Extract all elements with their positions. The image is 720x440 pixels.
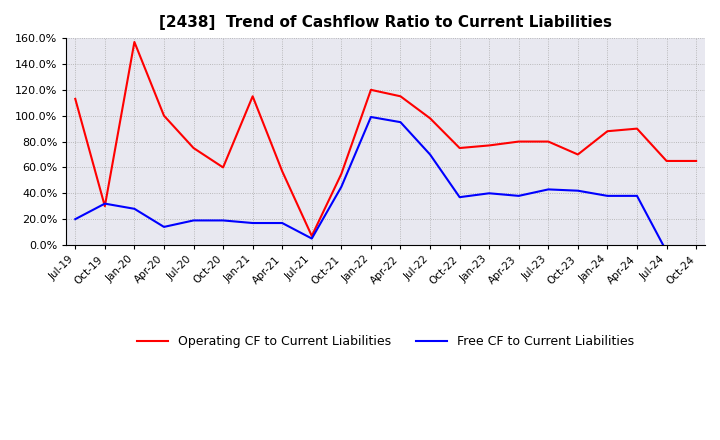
Operating CF to Current Liabilities [337, 171, 346, 176]
Free CF to Current Liabilities [189, 218, 198, 223]
Line: Free CF to Current Liabilities: Free CF to Current Liabilities [76, 117, 667, 252]
Operating CF to Current Liabilities [455, 145, 464, 150]
Free CF to Current Liabilities [219, 218, 228, 223]
Free CF to Current Liabilities [71, 216, 80, 222]
Operating CF to Current Liabilities [248, 94, 257, 99]
Operating CF to Current Liabilities [71, 96, 80, 102]
Free CF to Current Liabilities [455, 194, 464, 200]
Operating CF to Current Liabilities [633, 126, 642, 131]
Operating CF to Current Liabilities [219, 165, 228, 170]
Operating CF to Current Liabilities [278, 169, 287, 174]
Free CF to Current Liabilities [337, 184, 346, 190]
Free CF to Current Liabilities [485, 191, 493, 196]
Operating CF to Current Liabilities [692, 158, 701, 164]
Free CF to Current Liabilities [603, 193, 612, 198]
Free CF to Current Liabilities [662, 249, 671, 254]
Free CF to Current Liabilities [160, 224, 168, 230]
Free CF to Current Liabilities [426, 152, 434, 157]
Operating CF to Current Liabilities [514, 139, 523, 144]
Free CF to Current Liabilities [396, 120, 405, 125]
Operating CF to Current Liabilities [130, 39, 139, 44]
Operating CF to Current Liabilities [160, 113, 168, 118]
Operating CF to Current Liabilities [101, 204, 109, 209]
Free CF to Current Liabilities [248, 220, 257, 226]
Operating CF to Current Liabilities [485, 143, 493, 148]
Free CF to Current Liabilities [514, 193, 523, 198]
Legend: Operating CF to Current Liabilities, Free CF to Current Liabilities: Operating CF to Current Liabilities, Fre… [132, 330, 639, 353]
Operating CF to Current Liabilities [366, 87, 375, 92]
Free CF to Current Liabilities [278, 220, 287, 226]
Free CF to Current Liabilities [307, 236, 316, 241]
Free CF to Current Liabilities [366, 114, 375, 120]
Operating CF to Current Liabilities [662, 158, 671, 164]
Free CF to Current Liabilities [633, 193, 642, 198]
Title: [2438]  Trend of Cashflow Ratio to Current Liabilities: [2438] Trend of Cashflow Ratio to Curren… [159, 15, 612, 30]
Operating CF to Current Liabilities [574, 152, 582, 157]
Free CF to Current Liabilities [130, 206, 139, 212]
Operating CF to Current Liabilities [307, 233, 316, 238]
Operating CF to Current Liabilities [603, 128, 612, 134]
Line: Operating CF to Current Liabilities: Operating CF to Current Liabilities [76, 42, 696, 236]
Operating CF to Current Liabilities [396, 94, 405, 99]
Free CF to Current Liabilities [101, 201, 109, 206]
Operating CF to Current Liabilities [426, 116, 434, 121]
Free CF to Current Liabilities [544, 187, 553, 192]
Operating CF to Current Liabilities [189, 145, 198, 150]
Free CF to Current Liabilities [574, 188, 582, 193]
Operating CF to Current Liabilities [544, 139, 553, 144]
